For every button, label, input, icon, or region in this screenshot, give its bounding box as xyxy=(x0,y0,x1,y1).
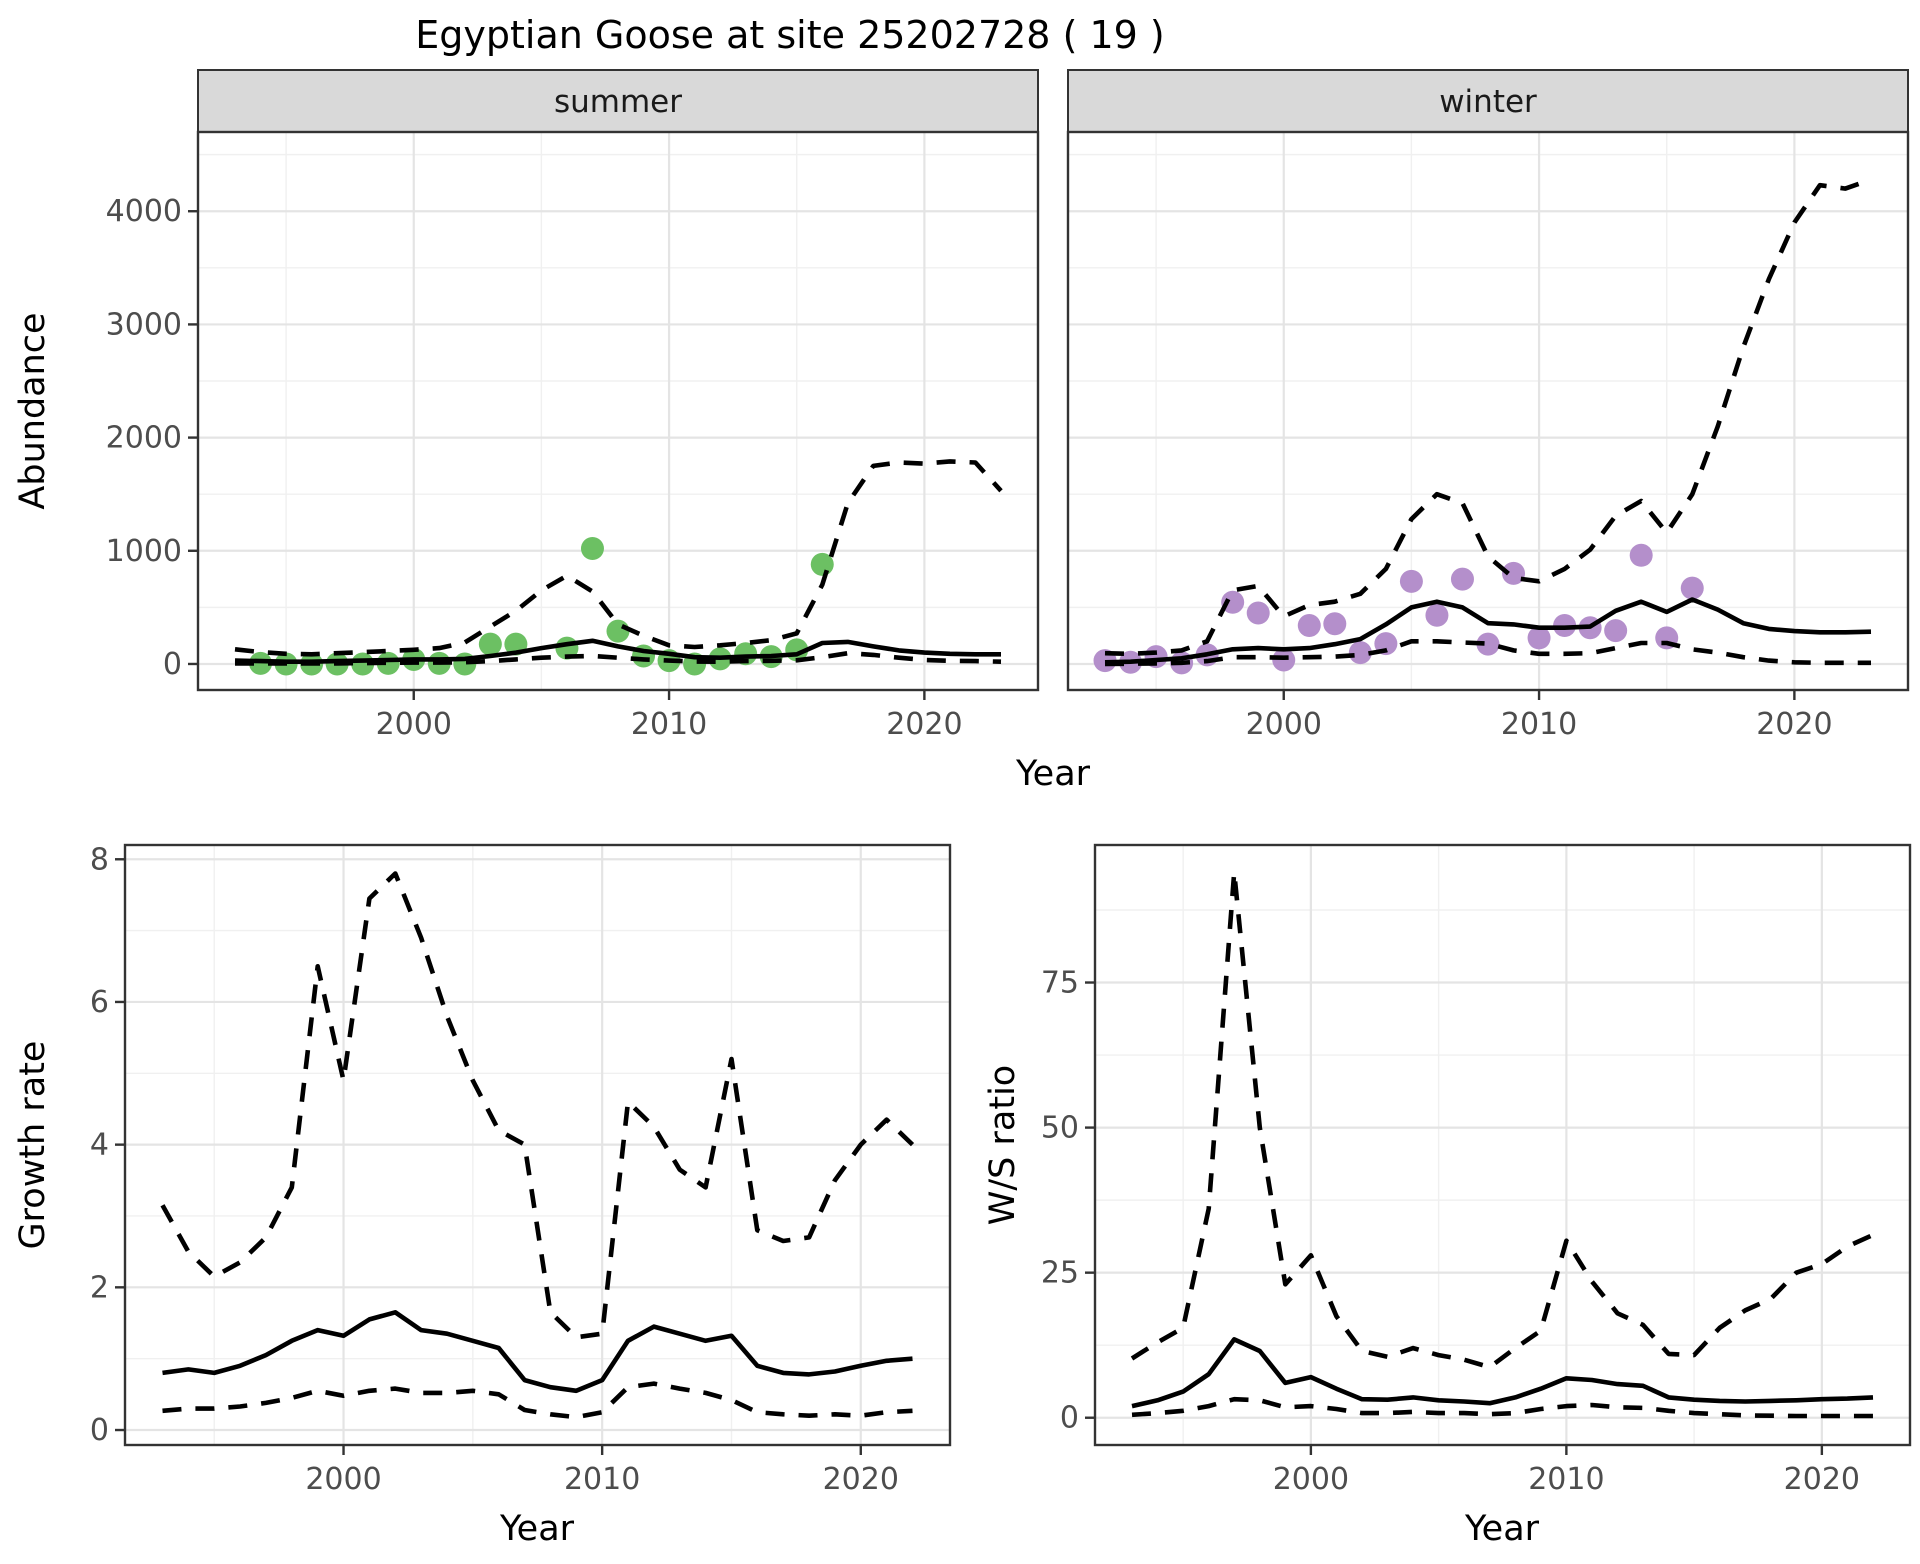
x-tick-label: 2020 xyxy=(886,707,962,742)
x-tick-label: 2010 xyxy=(564,1462,640,1497)
x-tick-label: 2000 xyxy=(1273,1462,1349,1497)
observed-point xyxy=(580,537,604,561)
observed-point xyxy=(1348,641,1372,665)
panel-border xyxy=(1093,843,1912,1447)
y-tick-label: 0 xyxy=(163,647,182,682)
observed-point xyxy=(1221,590,1245,614)
panel-border xyxy=(1066,130,1910,692)
y-tick-label: 1000 xyxy=(106,534,182,569)
observed-point xyxy=(1246,601,1270,625)
x-axis-title-year-top: Year xyxy=(1015,754,1091,794)
x-axis-title-year-ws: Year xyxy=(1464,1509,1540,1549)
observed-point xyxy=(1604,619,1628,643)
x-axis-title-year-growth: Year xyxy=(499,1509,575,1549)
observed-point xyxy=(1680,576,1704,600)
observed-point xyxy=(1629,543,1653,567)
y-tick-label: 4 xyxy=(90,1128,109,1163)
x-tick-label: 2020 xyxy=(1784,1462,1860,1497)
facet-strip xyxy=(197,69,1039,133)
panel-background xyxy=(198,132,1038,690)
y-tick-label: 50 xyxy=(1041,1111,1079,1146)
x-tick-label: 2020 xyxy=(1756,707,1832,742)
x-tick-label: 2000 xyxy=(305,1462,381,1497)
y-axis-title-abundance: Abundance xyxy=(13,312,53,509)
x-tick-label: 2000 xyxy=(376,707,452,742)
y-tick-label: 25 xyxy=(1041,1256,1079,1291)
observed-point xyxy=(1297,613,1321,637)
upper-ci-line xyxy=(160,871,915,1340)
x-tick-label: 2010 xyxy=(631,707,707,742)
lower-ci-line xyxy=(1131,1396,1873,1419)
observed-point xyxy=(1502,561,1526,585)
y-tick-label: 6 xyxy=(90,985,109,1020)
y-axis-title-ws-ratio: W/S ratio xyxy=(983,1065,1023,1225)
panel-background xyxy=(1068,132,1908,690)
lower-ci-line xyxy=(1104,639,1871,667)
x-tick-label: 2000 xyxy=(1246,707,1322,742)
y-tick-label: 0 xyxy=(90,1413,109,1448)
x-tick-label: 2010 xyxy=(1501,707,1577,742)
observed-point xyxy=(1323,612,1347,636)
chart-title: Egyptian Goose at site 25202728 ( 19 ) xyxy=(415,13,1164,57)
upper-ci-line xyxy=(1130,870,1874,1370)
x-tick-label: 2010 xyxy=(1528,1462,1604,1497)
y-tick-label: 4000 xyxy=(106,194,182,229)
x-tick-label: 2020 xyxy=(823,1462,899,1497)
observed-point xyxy=(1272,648,1296,672)
fitted-line xyxy=(1104,597,1872,665)
observed-point xyxy=(249,651,273,675)
observed-point xyxy=(1450,567,1474,591)
panel-border xyxy=(196,130,1040,692)
y-tick-label: 8 xyxy=(90,842,109,877)
fitted-line xyxy=(234,638,1001,664)
observed-point xyxy=(1527,626,1551,650)
facet-strip-label-winter: winter xyxy=(1439,84,1537,120)
observed-point xyxy=(1476,632,1500,656)
fitted-line xyxy=(1131,1337,1874,1409)
y-axis-title-growth-rate: Growth rate xyxy=(13,1041,53,1250)
observed-point xyxy=(1425,603,1449,627)
fitted-line xyxy=(162,1310,913,1394)
observed-point xyxy=(478,632,502,656)
observed-point xyxy=(810,552,834,576)
lower-ci-line xyxy=(235,650,1002,666)
y-tick-label: 2000 xyxy=(106,421,182,456)
observed-point xyxy=(1399,569,1423,593)
y-tick-label: 0 xyxy=(1060,1401,1079,1436)
observed-point xyxy=(606,619,630,643)
facet-strip-label-summer: summer xyxy=(554,84,682,120)
y-tick-label: 2 xyxy=(90,1270,109,1305)
y-tick-label: 75 xyxy=(1041,966,1079,1001)
y-tick-label: 3000 xyxy=(106,307,182,342)
upper-ci-line xyxy=(234,459,1003,657)
